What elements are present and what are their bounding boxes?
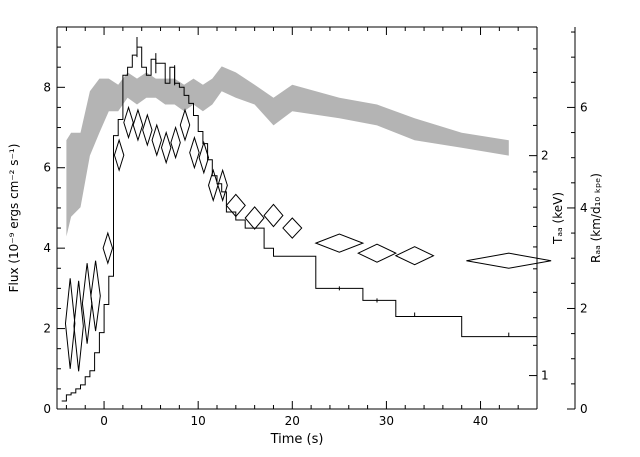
- x-tick-label: 20: [285, 414, 300, 428]
- y-axis-label-left: Flux (10⁻⁹ ergs cm⁻² s⁻¹): [7, 144, 21, 293]
- tbb-tick-label: 1: [541, 369, 549, 383]
- flux-tick-label: 8: [43, 80, 51, 94]
- y-axis-label-right-tbb: Tₐₐ (keV): [551, 192, 565, 245]
- rbb-points: [64, 105, 552, 372]
- rbb-diamond: [466, 252, 552, 269]
- tbb-band-area: [66, 66, 509, 237]
- rbb-diamond: [263, 203, 284, 228]
- rbb-diamond: [151, 123, 162, 157]
- rbb-diamond: [81, 263, 93, 344]
- rbb-diamond: [123, 105, 134, 140]
- rbb-tick-label: 6: [580, 100, 588, 114]
- rbb-tick-label: 2: [580, 301, 588, 315]
- rbb-diamond: [142, 113, 153, 147]
- rbb-diamond: [90, 260, 101, 332]
- x-tick-label: 40: [473, 414, 488, 428]
- rbb-diamond: [64, 278, 76, 369]
- tbb-tick-label: 2: [541, 149, 549, 163]
- x-tick-label: 30: [379, 414, 394, 428]
- flux-histogram-line: [61, 46, 537, 402]
- rbb-diamond: [225, 193, 246, 218]
- flux-tick-label: 4: [43, 241, 51, 255]
- flux-lightcurve: [61, 37, 537, 402]
- x-axis-label: Time (s): [270, 432, 324, 447]
- rbb-diamond: [113, 138, 125, 172]
- x-tick-label: 10: [191, 414, 206, 428]
- rbb-diamond: [170, 125, 181, 160]
- flux-tick-label: 0: [43, 402, 51, 416]
- rbb-diamond: [102, 231, 114, 265]
- y-axis-label-right-rbb: Rₐₐ (km/d₁₀ ₖₚₑ): [589, 173, 603, 263]
- rbb-diamond: [244, 206, 265, 230]
- rbb-diamond: [394, 246, 435, 266]
- rbb-diamond: [314, 233, 365, 253]
- flux-tick-label: 6: [43, 161, 51, 175]
- rbb-diamond: [282, 217, 303, 239]
- x-tick-label: 0: [100, 414, 108, 428]
- rbb-diamond: [189, 135, 200, 170]
- flux-tick-label: 2: [43, 322, 51, 336]
- rbb-diamond: [217, 168, 228, 203]
- rbb-diamond: [132, 108, 144, 142]
- rbb-tick-label: 4: [580, 201, 588, 215]
- rbb-tick-label: 0: [580, 402, 588, 416]
- rbb-diamond: [160, 130, 172, 165]
- rbb-diamond: [357, 243, 397, 263]
- rbb-diamond: [73, 280, 84, 372]
- rbb-diamond: [179, 108, 191, 142]
- rbb-diamond: [208, 168, 219, 203]
- rbb-diamond: [198, 140, 210, 175]
- tbb-band: [66, 66, 509, 237]
